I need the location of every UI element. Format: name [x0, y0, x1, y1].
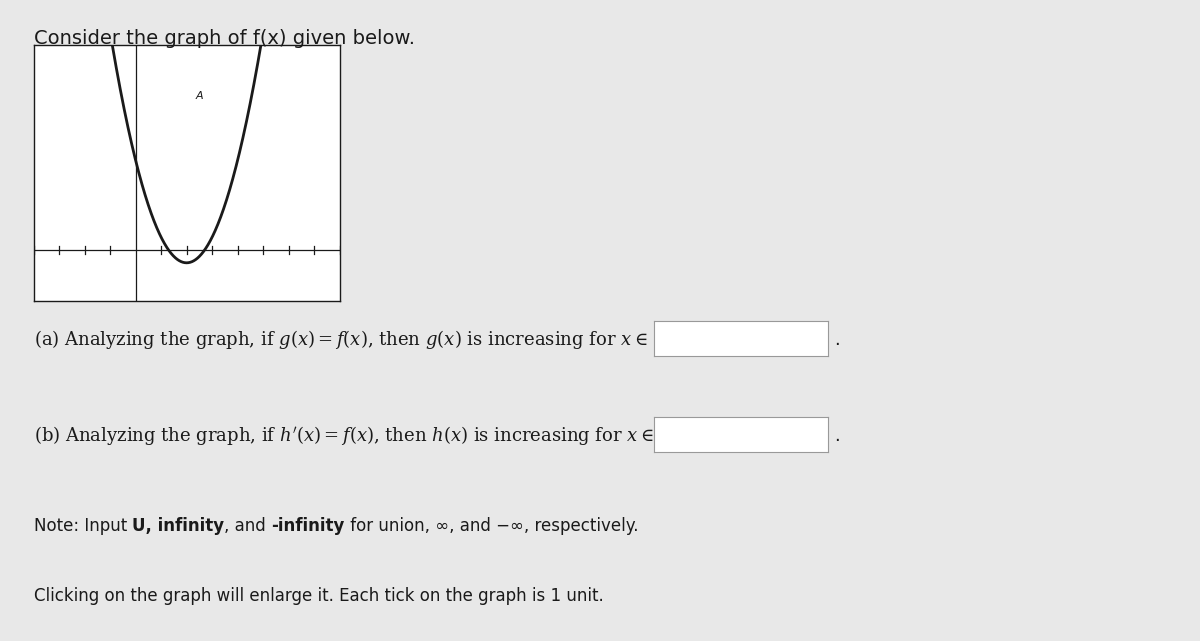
Text: Consider the graph of f(x) given below.: Consider the graph of f(x) given below. [34, 29, 415, 48]
Text: .: . [834, 427, 840, 445]
Text: -infinity: -infinity [271, 517, 344, 535]
Text: for union, ∞, and −∞, respectively.: for union, ∞, and −∞, respectively. [344, 517, 638, 535]
Text: Note: Input: Note: Input [34, 517, 132, 535]
Text: (a) Analyzing the graph, if $g(x) = f(x)$, then $g(x)$ is increasing for $x \in$: (a) Analyzing the graph, if $g(x) = f(x)… [34, 328, 647, 351]
Text: (b) Analyzing the graph, if $h'(x) = f(x)$, then $h(x)$ is increasing for $x \in: (b) Analyzing the graph, if $h'(x) = f(x… [34, 424, 653, 447]
Text: Clicking on the graph will enlarge it. Each tick on the graph is 1 unit.: Clicking on the graph will enlarge it. E… [34, 587, 604, 605]
Text: .: . [834, 331, 840, 349]
Text: , and: , and [224, 517, 271, 535]
Text: A: A [196, 91, 203, 101]
Text: U, infinity: U, infinity [132, 517, 224, 535]
